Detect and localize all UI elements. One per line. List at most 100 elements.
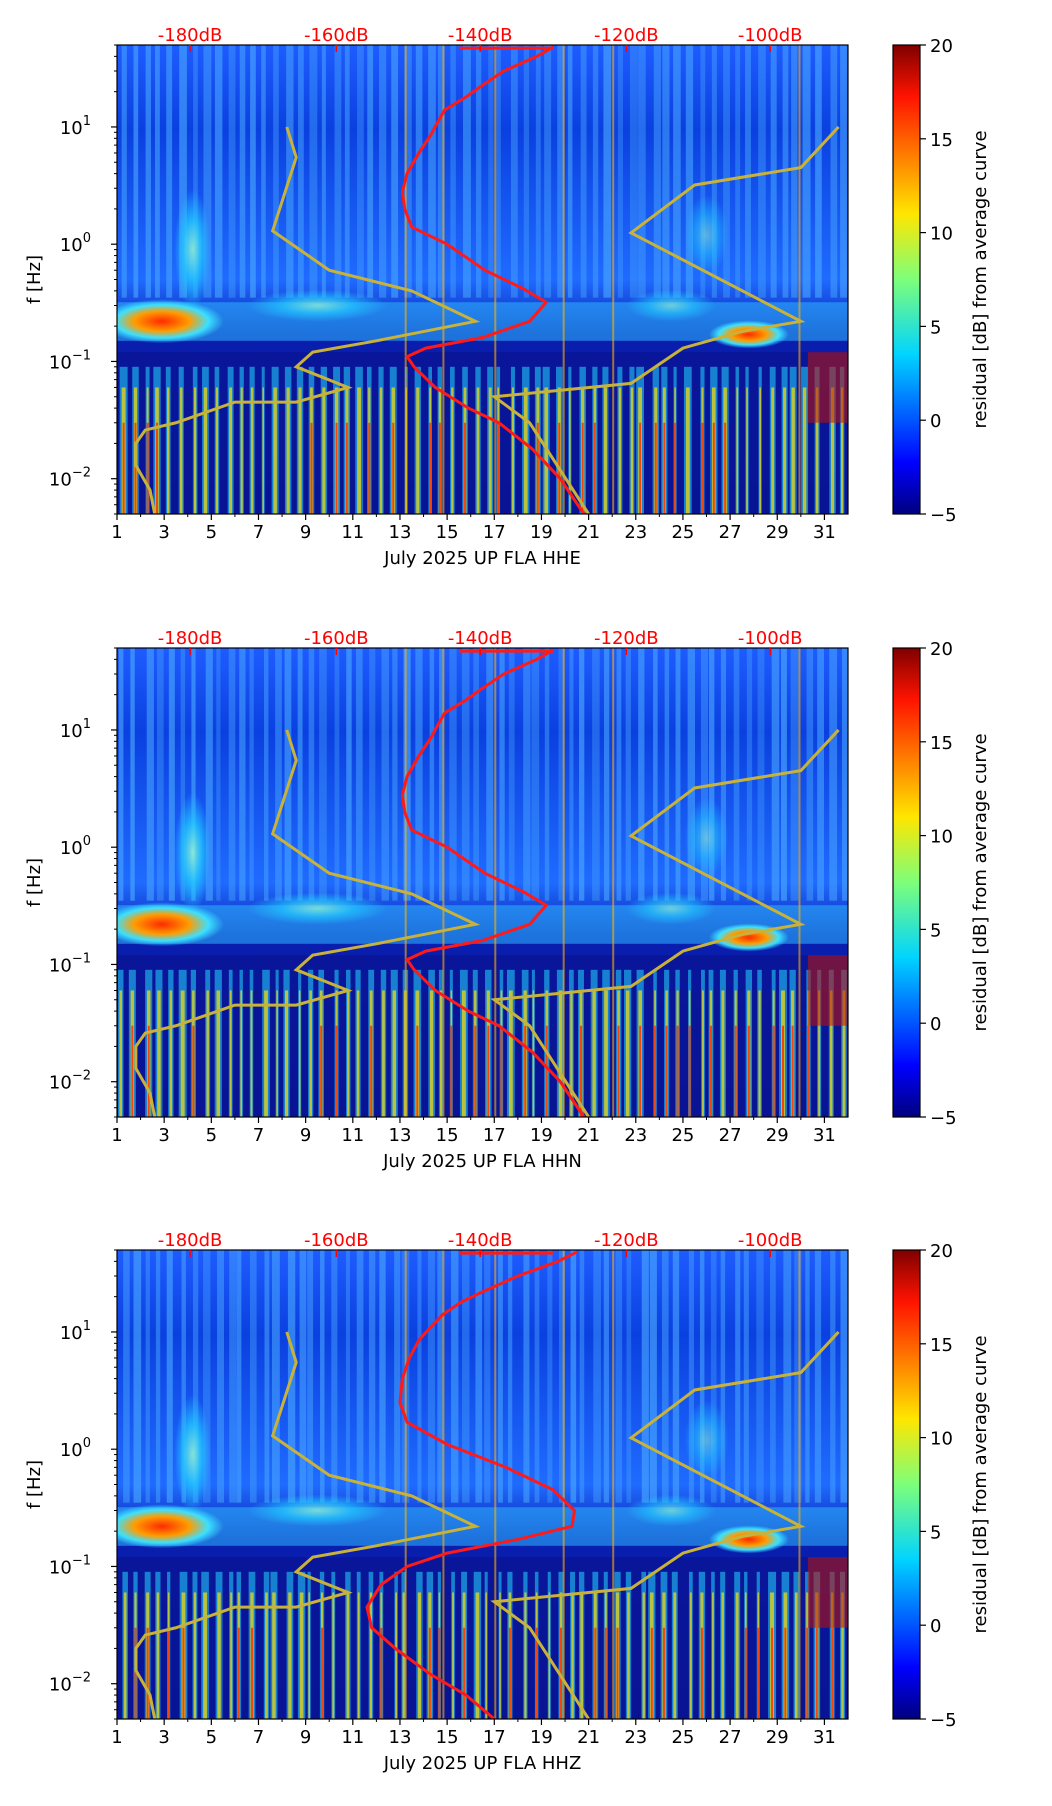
lowfreq-spike-peak [131, 1025, 134, 1117]
lowfreq-spike-core [203, 387, 208, 514]
cultural-noise-streak [307, 1250, 314, 1503]
x-tick-label: 31 [813, 1727, 836, 1748]
lowfreq-spike-peak [146, 422, 149, 514]
cultural-noise-streak [544, 648, 550, 901]
lowfreq-spike-core [603, 387, 607, 514]
x-tick-label: 29 [766, 1125, 789, 1146]
lowfreq-spike-core [712, 1592, 714, 1719]
x-tick-label: 25 [671, 1727, 694, 1748]
lowfreq-spike-peak [380, 1627, 383, 1719]
lowfreq-spike-core [721, 990, 725, 1117]
cultural-noise-streak [567, 45, 573, 298]
lowfreq-spike-core [193, 387, 197, 514]
cultural-noise-streak [394, 1250, 401, 1503]
lowfreq-spike-core [592, 990, 596, 1117]
cultural-noise-streak [547, 1250, 553, 1503]
lowfreq-spike-peak [654, 1025, 657, 1117]
lowfreq-spike-core [451, 387, 454, 514]
glitch-line [494, 1250, 497, 1719]
lowfreq-spike-peak [688, 1025, 691, 1117]
y-tick-exponent: 0 [83, 1436, 91, 1451]
glitch-line [562, 45, 565, 514]
cultural-noise-streak [711, 45, 717, 298]
cultural-noise-streak [228, 45, 236, 298]
lowfreq-spike-core [250, 990, 253, 1117]
cultural-noise-streak [379, 45, 387, 298]
lowfreq-spike-peak [784, 1627, 787, 1719]
y-tick-exponent: −2 [72, 466, 91, 481]
colorbar-frame [892, 44, 921, 515]
lowfreq-spike-peak [806, 1627, 809, 1719]
cultural-noise-streak [451, 1250, 459, 1503]
y-tick-exponent: −1 [72, 348, 91, 363]
lowfreq-spike-peak [662, 1627, 665, 1719]
db-scale-label: -180dB [158, 1230, 223, 1251]
lowfreq-spike-core [123, 1592, 127, 1719]
colorbar-tick-label: 15 [930, 1335, 953, 1356]
cultural-noise-streak [510, 45, 518, 298]
lowfreq-spike-peak [593, 422, 596, 514]
colorbar-tick-label: 15 [930, 733, 953, 754]
colorbar-label: residual [dB] from average curve [970, 130, 991, 428]
cultural-noise-streak [123, 1250, 130, 1503]
y-tick-label: 10−1 [49, 348, 91, 373]
y-tick-exponent: −1 [72, 1553, 91, 1568]
lowfreq-spike-core [499, 1592, 501, 1719]
cultural-noise-streak [486, 648, 494, 901]
energy-blob [247, 289, 388, 322]
noise-model-curve-left [134, 126, 481, 514]
cultural-noise-streak [461, 648, 470, 901]
lowfreq-spike-peak [345, 422, 348, 514]
cultural-noise-streak [476, 45, 482, 298]
x-tick-label: 5 [206, 522, 217, 543]
lowfreq-spike-core [802, 387, 807, 514]
cultural-noise-streak [146, 648, 154, 901]
noise-model-curve-right [490, 1330, 840, 1719]
lowfreq-spike-core [395, 1592, 398, 1719]
x-tick-label: 3 [158, 522, 169, 543]
y-tick-exponent: 1 [83, 1319, 91, 1334]
cultural-noise-streak [817, 648, 824, 901]
db-scale-label: -100dB [738, 1230, 803, 1251]
lowfreq-spike-peak [701, 422, 704, 514]
x-tick-label: 11 [341, 1125, 364, 1146]
energy-blob [684, 1399, 729, 1480]
y-tick-exponent: 1 [83, 717, 91, 732]
db-scale-label: -180dB [158, 25, 223, 46]
cultural-noise-streak [616, 648, 622, 901]
x-tick-label: 21 [577, 1125, 600, 1146]
lowfreq-spike-peak [429, 422, 432, 514]
cultural-noise-streak [284, 648, 292, 901]
lowfreq-spike-core [569, 387, 571, 514]
glitch-line [494, 648, 497, 1117]
x-tick-label: 27 [719, 1727, 742, 1748]
cultural-noise-streak [249, 1250, 257, 1503]
cultural-noise-streak [558, 1250, 565, 1503]
cultural-noise-streak [166, 1250, 173, 1503]
lowfreq-spike-peak [500, 1025, 503, 1117]
lowfreq-spike-core [618, 387, 622, 514]
colorbar-tick-label: 10 [930, 827, 953, 848]
lowfreq-spike-core [272, 1592, 276, 1719]
db-scale-label: -100dB [738, 628, 803, 649]
lowfreq-spike-core [347, 990, 350, 1117]
lowfreq-spike-peak [167, 1627, 170, 1719]
lowfreq-spike-core [357, 387, 361, 514]
cultural-noise-streak [638, 45, 646, 298]
lowfreq-spike-core [382, 990, 385, 1117]
cultural-noise-streak [603, 1250, 609, 1503]
x-tick-label: 25 [671, 1125, 694, 1146]
cultural-noise-streak [121, 45, 127, 298]
cultural-noise-streak [133, 1250, 142, 1503]
energy-blob [626, 892, 717, 925]
y-tick-label: 10−1 [49, 1553, 91, 1578]
x-tick-label: 3 [158, 1727, 169, 1748]
cultural-noise-streak [815, 45, 822, 298]
lowfreq-spike-peak [497, 422, 500, 514]
cultural-noise-streak [534, 1250, 540, 1503]
colorbar-tick-label: −5 [930, 1108, 957, 1129]
cultural-noise-streak [685, 45, 694, 298]
lowfreq-band [117, 955, 848, 1117]
cultural-noise-streak [688, 1250, 694, 1503]
